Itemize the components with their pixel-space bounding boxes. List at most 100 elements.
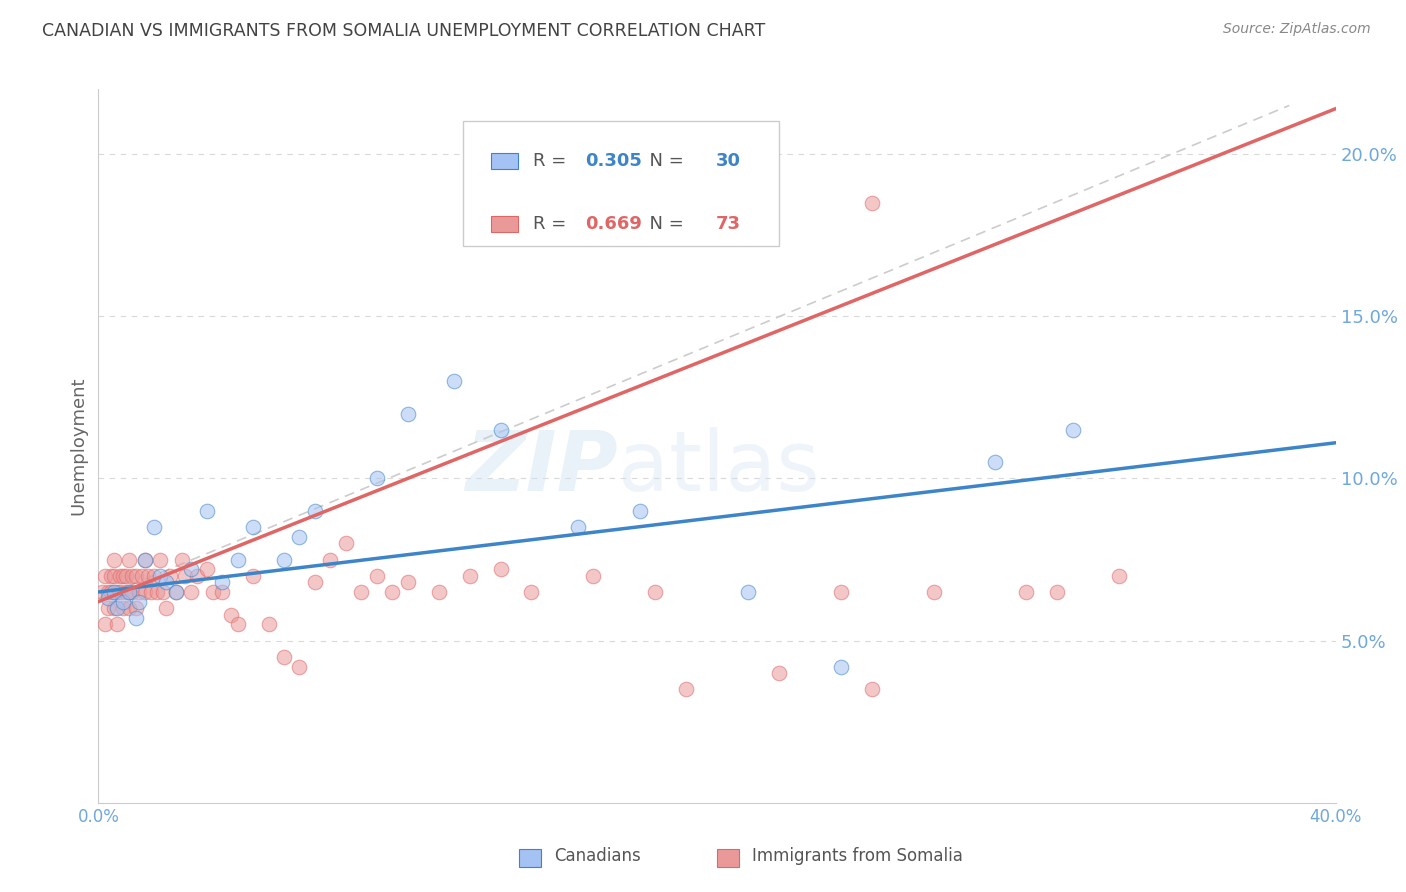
Point <box>105 585 128 599</box>
Point <box>644 585 666 599</box>
Point <box>366 471 388 485</box>
Point <box>159 568 181 582</box>
Point <box>136 568 159 582</box>
Text: Canadians: Canadians <box>554 847 641 865</box>
Point <box>115 585 138 599</box>
Point <box>108 585 131 599</box>
Point <box>97 585 120 599</box>
Point <box>103 552 125 566</box>
Point <box>628 504 651 518</box>
Point <box>103 568 125 582</box>
Point <box>226 617 249 632</box>
Point <box>134 552 156 566</box>
Point <box>143 568 166 582</box>
Point <box>139 585 162 599</box>
Point <box>304 575 326 590</box>
Point <box>170 552 193 566</box>
Point <box>152 585 174 599</box>
Point <box>350 585 373 599</box>
Point <box>155 601 177 615</box>
Point <box>1108 568 1130 582</box>
Text: 0.669: 0.669 <box>585 215 641 233</box>
Text: CANADIAN VS IMMIGRANTS FROM SOMALIA UNEMPLOYMENT CORRELATION CHART: CANADIAN VS IMMIGRANTS FROM SOMALIA UNEM… <box>42 22 765 40</box>
Point <box>105 601 128 615</box>
Text: 73: 73 <box>716 215 741 233</box>
Point <box>1015 585 1038 599</box>
Text: Immigrants from Somalia: Immigrants from Somalia <box>752 847 963 865</box>
Point <box>257 617 280 632</box>
Point <box>396 407 419 421</box>
Text: ZIP: ZIP <box>465 427 619 508</box>
Bar <box>491 216 517 232</box>
Point <box>100 568 122 582</box>
Point <box>118 585 141 599</box>
Point <box>860 682 883 697</box>
Point <box>149 568 172 582</box>
Point <box>134 585 156 599</box>
Point <box>118 552 141 566</box>
Point <box>112 568 135 582</box>
Point <box>180 585 202 599</box>
Point <box>768 666 790 681</box>
Point <box>112 601 135 615</box>
Point <box>121 585 143 599</box>
Point <box>180 562 202 576</box>
Point <box>201 585 224 599</box>
Text: R =: R = <box>533 153 572 170</box>
Point <box>124 568 146 582</box>
Point <box>112 595 135 609</box>
Text: Source: ZipAtlas.com: Source: ZipAtlas.com <box>1223 22 1371 37</box>
Point <box>489 423 512 437</box>
Point <box>97 591 120 606</box>
Text: atlas: atlas <box>619 427 820 508</box>
Point <box>273 552 295 566</box>
Point <box>582 568 605 582</box>
Bar <box>717 849 740 867</box>
Point <box>242 520 264 534</box>
Point <box>124 601 146 615</box>
Point <box>103 601 125 615</box>
Point <box>134 552 156 566</box>
Point <box>128 595 150 609</box>
Text: N =: N = <box>638 215 689 233</box>
Point <box>396 575 419 590</box>
Point <box>675 682 697 697</box>
Point <box>226 552 249 566</box>
Point <box>93 568 115 582</box>
Point <box>155 575 177 590</box>
Bar <box>519 849 541 867</box>
Point <box>273 649 295 664</box>
Text: 0.305: 0.305 <box>585 153 641 170</box>
FancyBboxPatch shape <box>464 121 779 246</box>
Point <box>108 568 131 582</box>
Point <box>115 568 138 582</box>
Point <box>984 455 1007 469</box>
Point <box>143 520 166 534</box>
Point <box>211 575 233 590</box>
Point <box>103 585 125 599</box>
Point <box>221 607 243 622</box>
Point <box>1062 423 1084 437</box>
Text: R =: R = <box>533 215 572 233</box>
Point <box>100 585 122 599</box>
Point <box>128 585 150 599</box>
Point <box>195 562 218 576</box>
Point <box>922 585 945 599</box>
Point <box>288 530 311 544</box>
Point <box>830 585 852 599</box>
Point <box>195 504 218 518</box>
Point <box>489 562 512 576</box>
Point <box>118 585 141 599</box>
Point <box>118 601 141 615</box>
Point <box>90 585 112 599</box>
Point <box>319 552 342 566</box>
Point <box>186 568 208 582</box>
Text: N =: N = <box>638 153 689 170</box>
Y-axis label: Unemployment: Unemployment <box>69 376 87 516</box>
Point <box>149 552 172 566</box>
Point <box>165 585 187 599</box>
Point <box>121 568 143 582</box>
Point <box>830 659 852 673</box>
Text: 30: 30 <box>716 153 741 170</box>
Point <box>381 585 404 599</box>
